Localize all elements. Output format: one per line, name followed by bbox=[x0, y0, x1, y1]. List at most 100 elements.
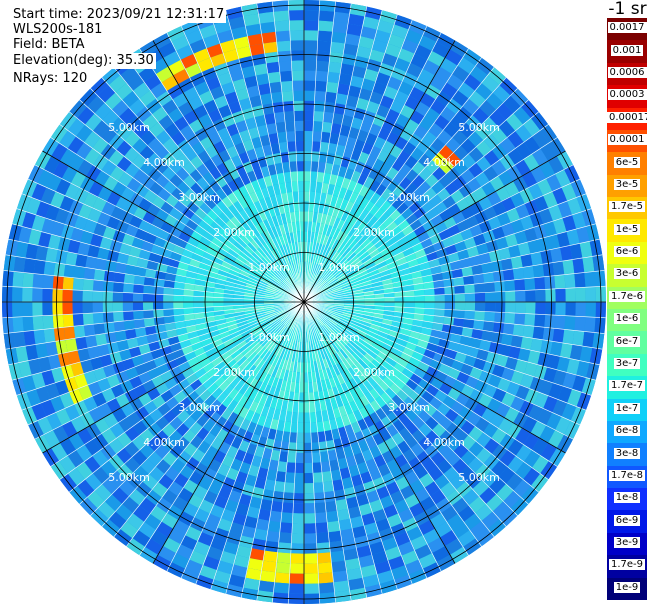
range-bin-cell bbox=[62, 421, 78, 438]
range-bin-cell bbox=[299, 372, 304, 383]
range-bin-cell bbox=[439, 382, 453, 395]
range-bin-cell bbox=[494, 312, 506, 323]
range-bin-cell bbox=[278, 235, 286, 246]
range-bin-cell bbox=[435, 345, 448, 356]
range-bin-cell bbox=[272, 491, 284, 503]
range-bin-cell bbox=[188, 494, 204, 509]
range-bin-cell bbox=[194, 279, 206, 287]
range-bin-cell bbox=[281, 280, 290, 289]
range-bin-cell bbox=[405, 421, 419, 435]
range-bin-cell bbox=[501, 196, 516, 212]
range-bin-cell bbox=[402, 317, 414, 325]
range-bin-cell bbox=[251, 455, 263, 468]
range-bin-cell bbox=[439, 208, 453, 222]
range-bin-cell bbox=[423, 281, 435, 290]
range-bin-cell bbox=[238, 323, 249, 331]
range-bin-cell bbox=[304, 533, 317, 544]
range-bin-cell bbox=[52, 289, 63, 302]
colorbar-swatch bbox=[607, 398, 647, 422]
range-bin-cell bbox=[498, 466, 516, 484]
range-bin-cell bbox=[314, 350, 320, 362]
range-bin-cell bbox=[399, 414, 412, 427]
range-bin-cell bbox=[143, 400, 158, 415]
range-bin-cell bbox=[310, 161, 319, 172]
range-bin-cell bbox=[401, 367, 414, 379]
range-bin-cell bbox=[500, 258, 513, 271]
range-bin-cell bbox=[163, 302, 174, 310]
range-bin-cell bbox=[187, 357, 200, 368]
range-bin-cell bbox=[256, 518, 270, 531]
range-bin-cell bbox=[310, 262, 315, 273]
range-bin-cell bbox=[183, 147, 198, 162]
range-bin-cell bbox=[353, 483, 367, 497]
range-bin-cell bbox=[76, 142, 92, 160]
range-bin-cell bbox=[337, 508, 350, 521]
range-bin-cell bbox=[177, 410, 191, 423]
ray-separator bbox=[303, 301, 413, 585]
range-bin-cell bbox=[438, 416, 453, 430]
range-bin-cell bbox=[481, 330, 493, 342]
range-bin-cell bbox=[352, 525, 367, 539]
range-bin-cell bbox=[532, 130, 549, 149]
range-bin-cell bbox=[173, 69, 190, 85]
range-bin-cell bbox=[184, 403, 198, 416]
range-bin-cell bbox=[261, 272, 272, 281]
range-bin-cell bbox=[112, 302, 123, 312]
range-bin-cell bbox=[336, 323, 347, 332]
range-bin-cell bbox=[122, 233, 135, 246]
range-bin-cell bbox=[487, 216, 502, 230]
range-bin-cell bbox=[229, 522, 245, 536]
ring-distance-label: 3.00km bbox=[178, 401, 220, 414]
range-bin-cell bbox=[214, 527, 230, 542]
range-bin-cell bbox=[533, 195, 549, 212]
range-bin-cell bbox=[358, 251, 370, 261]
range-bin-cell bbox=[319, 141, 329, 153]
range-bin-cell bbox=[340, 221, 350, 233]
range-bin-cell bbox=[512, 267, 525, 280]
range-bin-cell bbox=[391, 565, 409, 580]
range-bin-cell bbox=[279, 369, 286, 380]
range-bin-cell bbox=[311, 263, 317, 274]
range-bin-cell bbox=[309, 310, 316, 319]
range-bin-cell bbox=[312, 131, 322, 142]
range-bin-cell bbox=[393, 251, 406, 261]
range-bin-cell bbox=[236, 545, 252, 558]
range-bin-cell bbox=[124, 457, 141, 473]
range-bin-cell bbox=[410, 535, 428, 551]
range-bin-cell bbox=[65, 404, 80, 421]
range-bin-cell bbox=[83, 192, 98, 208]
range-bin-cell bbox=[311, 151, 320, 162]
colorbar-swatch bbox=[607, 443, 647, 467]
range-bin-cell bbox=[463, 354, 477, 367]
ray-separator bbox=[303, 88, 518, 303]
range-bin-cell bbox=[566, 358, 580, 375]
range-bin-cell bbox=[152, 195, 166, 209]
range-bin-cell bbox=[95, 333, 108, 346]
range-bin-cell bbox=[290, 50, 304, 61]
range-bin-cell bbox=[156, 521, 174, 538]
range-bin-cell bbox=[152, 482, 168, 498]
range-bin-cell bbox=[338, 320, 349, 328]
range-bin-cell bbox=[176, 423, 190, 437]
range-bin-cell bbox=[274, 430, 284, 442]
range-bin-cell bbox=[160, 248, 173, 259]
range-bin-cell bbox=[515, 302, 526, 314]
range-bin-cell bbox=[151, 375, 165, 388]
range-bin-cell bbox=[186, 201, 200, 214]
range-bin-cell bbox=[451, 90, 469, 107]
range-bin-cell bbox=[336, 363, 345, 374]
range-bin-cell bbox=[142, 293, 154, 302]
range-bin-cell bbox=[271, 344, 279, 355]
range-bin-cell bbox=[126, 178, 141, 193]
range-bin-cell bbox=[295, 462, 304, 474]
range-bin-cell bbox=[191, 341, 203, 352]
range-bin-cell bbox=[77, 107, 95, 125]
range-bin-cell bbox=[363, 241, 375, 252]
range-bin-cell bbox=[413, 207, 426, 219]
range-bin-cell bbox=[317, 431, 326, 443]
range-bin-cell bbox=[422, 320, 434, 329]
range-bin-cell bbox=[417, 361, 430, 373]
range-bin-cell bbox=[524, 388, 539, 404]
range-bin-cell bbox=[319, 244, 326, 255]
range-bin-cell bbox=[311, 141, 321, 152]
